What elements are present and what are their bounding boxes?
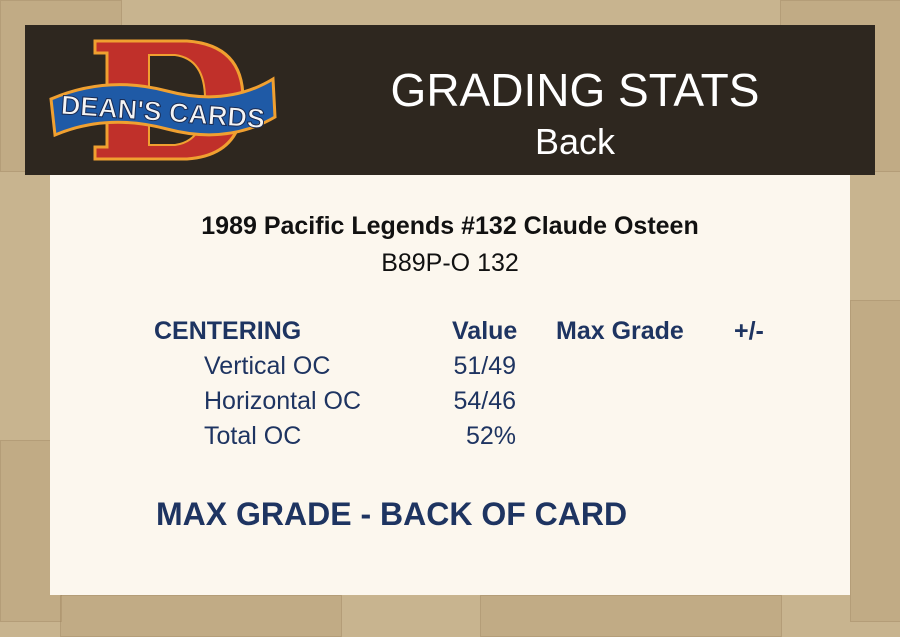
row-value-horizontal-oc: 54/46 [453,387,516,415]
row-label-vertical-oc: Vertical OC [204,352,331,380]
row-value-vertical-oc: 51/49 [453,352,516,380]
section-heading-centering: CENTERING [154,317,302,345]
row-value-total-oc: 52% [465,422,516,450]
column-header-max-grade: Max Grade [556,317,684,345]
card-name: 1989 Pacific Legends #132 Claude Osteen [201,212,699,240]
deans-cards-logo: DEAN'S CARDS [49,39,277,161]
column-header-value: Value [452,317,518,345]
max-grade-heading: MAX GRADE - BACK OF CARD [156,496,628,532]
background-card [850,300,900,622]
background-card [60,595,342,637]
row-label-horizontal-oc: Horizontal OC [204,387,361,415]
row-label-total-oc: Total OC [204,422,302,450]
column-header-plus-minus: +/- [734,317,764,345]
page-subtitle: Back [534,121,616,162]
header: DEAN'S CARDS GRADING STATS Back [25,25,875,175]
card-code: B89P-O 132 [381,249,519,277]
background-card [480,595,782,637]
stats-panel: 1989 Pacific Legends #132 Claude Osteen … [50,175,850,595]
page-title: GRADING STATS [390,64,760,116]
